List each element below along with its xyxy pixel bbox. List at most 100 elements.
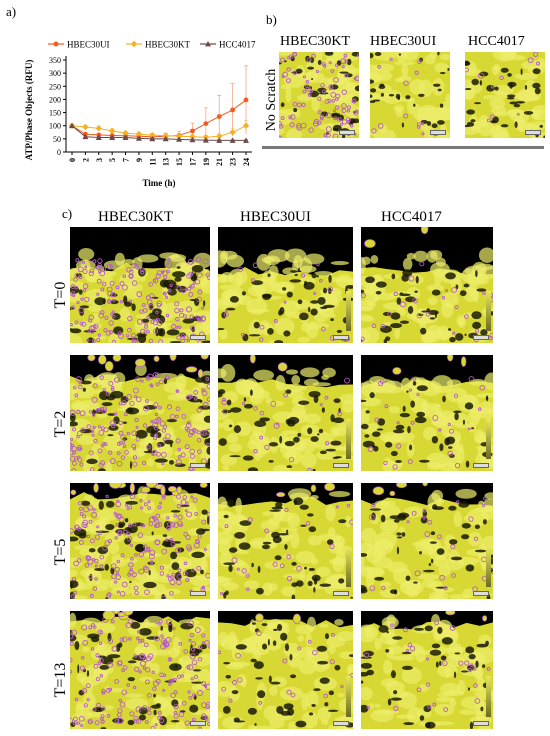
data-point [82, 123, 89, 131]
x-tick-label: 9 [135, 158, 144, 162]
c-image-hbec30ui-t13 [218, 611, 353, 729]
scale-bar [430, 130, 446, 135]
scale-bar [190, 721, 206, 726]
intensity-bar [486, 290, 491, 332]
scale-bar [339, 130, 355, 135]
scale-bar [473, 591, 489, 596]
scale-bar [190, 591, 206, 596]
y-tick-label: 0 [57, 148, 61, 157]
x-tick-label: 11 [148, 158, 157, 166]
data-point [176, 136, 183, 142]
x-tick-label: 19 [202, 158, 211, 166]
scale-bar [525, 130, 541, 135]
data-point [95, 134, 102, 140]
data-point [149, 131, 156, 139]
b-image-hbec30kt [279, 52, 359, 138]
series-hcc4017 [69, 122, 249, 143]
intensity-bar [346, 290, 351, 332]
data-point [108, 127, 116, 135]
data-point [175, 133, 183, 140]
c-image-hbec30ui-t0 [218, 227, 353, 343]
y-tick-label: 100 [49, 122, 61, 131]
data-point [189, 136, 196, 143]
y-tick-label: 300 [49, 69, 61, 78]
legend-label: HCC4017 [219, 40, 256, 50]
scale-bar [190, 463, 206, 468]
c-image-hbec30kt-t5 [70, 483, 210, 599]
b-row-label-no-scratch: No Scratch [264, 68, 279, 132]
data-point [122, 134, 129, 140]
intensity-bar [486, 675, 491, 718]
c-row-label-t2: T=2 [52, 410, 69, 438]
scale-bar [190, 335, 206, 340]
panel-c-label: c) [62, 206, 73, 221]
data-point [202, 137, 209, 143]
c-image-hbec30kt-t2 [70, 355, 210, 471]
series-hbec30kt [68, 120, 250, 141]
panel-b-label: b) [266, 12, 277, 27]
y-tick-label: 150 [49, 109, 61, 118]
legend-label: HBEC30UI [67, 40, 110, 50]
panel-a-label: a) [6, 4, 17, 19]
intensity-bar [486, 546, 491, 588]
data-point [229, 129, 236, 136]
c-column-title-hcc4017: HCC4017 [381, 209, 442, 225]
c-row-label-t13: T=13 [52, 662, 69, 698]
data-point [230, 107, 236, 113]
legend-marker [53, 41, 59, 47]
data-point [216, 137, 223, 143]
data-point [242, 122, 250, 129]
c-column-title-hbec30ui: HBEC30UI [240, 209, 311, 225]
data-point [162, 132, 169, 139]
c-image-hcc4017-t5 [361, 483, 493, 599]
data-point [82, 133, 89, 140]
data-point [135, 130, 143, 138]
x-tick-label: 7 [122, 158, 131, 162]
data-point [229, 137, 236, 143]
scale-bar [333, 721, 349, 726]
intensity-bar [346, 675, 351, 718]
y-tick-label: 350 [49, 56, 61, 65]
intensity-bar [346, 546, 351, 588]
c-image-hcc4017-t2 [361, 355, 493, 471]
data-point [203, 121, 209, 127]
scale-bar [473, 463, 489, 468]
data-point [243, 137, 249, 143]
x-tick-label: 24 [242, 158, 251, 166]
b-column-title-hcc4017: HCC4017 [468, 34, 525, 49]
b-column-title-hbec30ui: HBEC30UI [370, 34, 437, 49]
data-point [162, 135, 169, 142]
scale-bar [473, 335, 489, 340]
data-point [69, 122, 75, 129]
y-tick-label: 250 [49, 82, 61, 91]
legend-label: HBEC30KT [145, 40, 191, 50]
c-column-title-hbec30kt: HBEC30KT [98, 209, 173, 225]
x-tick-label: 13 [162, 158, 171, 166]
x-tick-label: 5 [108, 158, 117, 162]
x-tick-label: 2 [81, 158, 90, 162]
data-point [95, 125, 102, 132]
b-column-title-hbec30kt: HBEC30KT [280, 34, 350, 49]
intensity-bar [346, 418, 351, 460]
x-tick-label: 3 [95, 158, 104, 162]
c-image-hbec30ui-t2 [218, 355, 353, 471]
data-point [109, 134, 116, 140]
x-tick-label: 0 [68, 158, 77, 162]
series-line [71, 125, 246, 141]
y-axis-label: ATP/Phase Objects (RFU) [24, 60, 34, 161]
legend-marker [205, 41, 211, 47]
scale-bar [333, 463, 349, 468]
c-image-hbec30ui-t5 [218, 483, 353, 599]
data-point [243, 97, 249, 103]
data-point [122, 129, 129, 137]
legend-marker [130, 40, 138, 48]
data-point [149, 135, 156, 142]
x-tick-label: 17 [188, 158, 197, 166]
panel-b-divider [262, 146, 544, 149]
y-tick-label: 50 [53, 135, 61, 144]
c-image-hcc4017-t0 [361, 227, 493, 343]
c-image-hbec30kt-t0 [70, 227, 210, 343]
x-tick-label: 23 [229, 158, 238, 166]
c-image-hcc4017-t13 [361, 611, 493, 729]
